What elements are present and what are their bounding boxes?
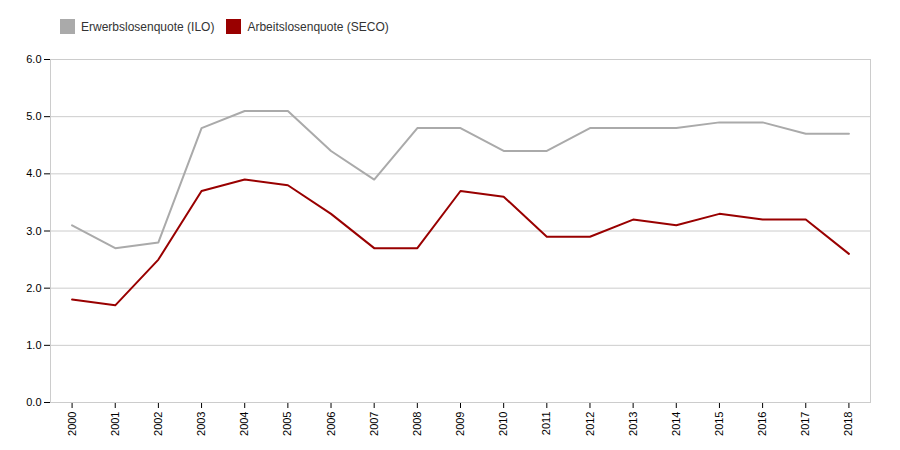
svg-text:2015: 2015 [713,412,725,436]
svg-text:0.0: 0.0 [26,396,41,408]
svg-text:6.0: 6.0 [26,53,41,65]
svg-text:2005: 2005 [281,412,293,436]
svg-text:2001: 2001 [109,412,121,436]
svg-text:2009: 2009 [454,412,466,436]
svg-text:2002: 2002 [152,412,164,436]
svg-text:1.0: 1.0 [26,339,41,351]
html-text:Arbeitslosenquote (SECO): Arbeitslosenquote (SECO) [247,19,389,34]
svg-text:2013: 2013 [627,412,639,436]
html-text:Erwerbslosenquote (ILO): Erwerbslosenquote (ILO) [81,19,215,34]
svg-text:2018: 2018 [842,412,854,436]
svg-text:4.0: 4.0 [26,167,41,179]
svg-text:2016: 2016 [756,412,768,436]
svg-text:2004: 2004 [238,412,250,436]
svg-text:2014: 2014 [670,412,682,436]
svg-text:3.0: 3.0 [26,225,41,237]
svg-text:2011: 2011 [540,412,552,436]
svg-text:2003: 2003 [195,412,207,436]
svg-text:2.0: 2.0 [26,282,41,294]
svg-text:2010: 2010 [497,412,509,436]
svg-text:2000: 2000 [66,412,78,436]
svg-text:2007: 2007 [368,412,380,436]
svg-text:5.0: 5.0 [26,110,41,122]
svg-text:2008: 2008 [411,412,423,436]
svg-text:2017: 2017 [799,412,811,436]
svg-text:2006: 2006 [325,412,337,436]
svg-text:2012: 2012 [583,412,595,436]
